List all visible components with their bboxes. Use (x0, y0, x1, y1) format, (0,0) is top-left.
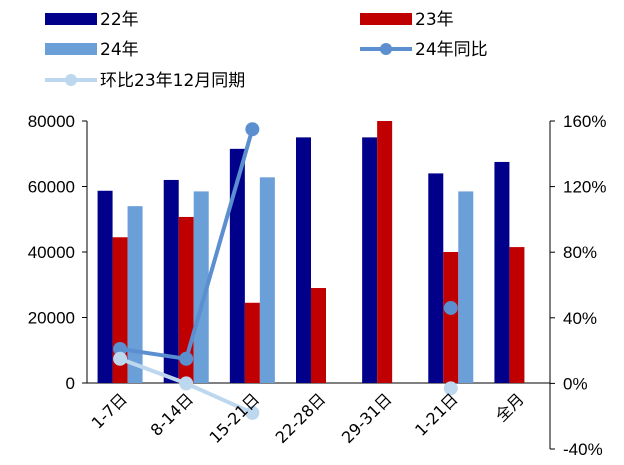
legend-swatch-22 (45, 13, 97, 25)
category-label: 全月 (492, 389, 528, 425)
bar (311, 288, 326, 383)
legend-item-24: 24年 (45, 40, 139, 60)
category-label: 29-31日 (338, 389, 396, 447)
lines (113, 122, 458, 420)
legend-item-22: 22年 (45, 10, 139, 30)
series-point (245, 405, 260, 420)
bar (509, 247, 525, 383)
right-tick-label: 40% (563, 309, 597, 328)
bar (494, 161, 510, 383)
category-label: 1-7日 (88, 389, 131, 432)
bar (443, 252, 459, 383)
legend-swatch-23 (360, 13, 412, 25)
legend-label-24-yoy: 24年同比 (415, 40, 488, 60)
series-point (443, 381, 458, 396)
legend-label-22: 22年 (100, 10, 139, 30)
bar (97, 190, 113, 383)
bar (259, 177, 275, 383)
right-tick-label: 120% (563, 178, 606, 197)
legend-swatch-24 (45, 43, 97, 55)
left-tick-label: 40000 (28, 243, 75, 262)
right-tick-label: 0% (563, 374, 588, 393)
legend-item-mom: 环比23年12月同期 (45, 71, 245, 91)
bar (244, 302, 260, 383)
category-label: 8-14日 (147, 389, 197, 439)
left-tick-label: 20000 (28, 309, 75, 328)
right-axis-ticks: 160% 120% 80% 40% 0% -40% (550, 112, 606, 459)
bar (362, 137, 378, 383)
series-point (179, 376, 194, 391)
bar (193, 191, 209, 383)
series-point (179, 351, 194, 366)
right-tick-label: -40% (563, 440, 603, 459)
left-tick-label: 60000 (28, 178, 75, 197)
legend-item-23: 23年 (360, 10, 454, 30)
legend-label-24: 24年 (100, 40, 139, 60)
series-point (113, 341, 128, 356)
right-tick-label: 80% (563, 243, 597, 262)
legend-marker-24-yoy (380, 43, 392, 55)
right-tick-label: 160% (563, 112, 606, 131)
left-tick-label: 80000 (28, 112, 75, 131)
bar (377, 121, 393, 383)
category-labels: 1-7日 8-14日 15-21日 22-28日 29-31日 1-21日 全月 (88, 389, 528, 447)
legend: 22年 23年 24年 24年同比 环比23年12月同期 (45, 10, 488, 91)
series-point (245, 122, 260, 137)
bar (428, 173, 444, 383)
legend-item-24-yoy: 24年同比 (360, 40, 488, 60)
category-label: 1-21日 (411, 389, 461, 439)
legend-label-mom: 环比23年12月同期 (100, 71, 245, 91)
left-tick-label: 0 (66, 374, 75, 393)
bar (127, 206, 143, 383)
series-point (113, 351, 128, 366)
bar (296, 137, 311, 383)
category-label: 22-28日 (272, 389, 330, 447)
legend-marker-mom (65, 74, 77, 86)
bar (163, 179, 179, 383)
left-axis-ticks: 80000 60000 40000 20000 0 (28, 112, 87, 393)
series-point (443, 300, 458, 315)
legend-label-23: 23年 (415, 10, 454, 30)
bars (97, 121, 525, 383)
bar (229, 148, 245, 383)
bar (458, 191, 474, 383)
